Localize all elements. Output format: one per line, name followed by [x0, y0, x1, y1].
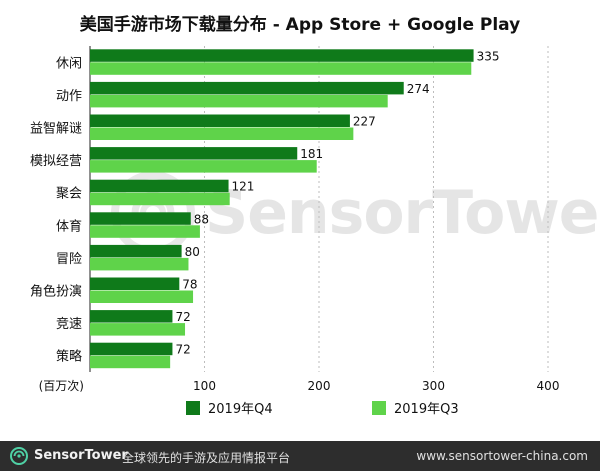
bar-q4: [90, 147, 298, 160]
data-label: 181: [300, 147, 323, 161]
sensortower-logo-icon: [10, 447, 28, 465]
data-label: 335: [477, 49, 500, 63]
legend-item-q3: 2019年Q3: [372, 398, 459, 417]
category-label: 休闲: [56, 56, 82, 71]
data-label: 88: [194, 212, 209, 226]
legend-label-q4: 2019年Q4: [208, 402, 273, 417]
data-label: 227: [353, 115, 376, 129]
category-label: 策略: [56, 349, 82, 365]
x-tick-label: 300: [422, 379, 445, 393]
x-tick-label: 200: [308, 379, 331, 393]
category-label: 冒险: [56, 252, 82, 267]
legend-label-q3: 2019年Q3: [394, 402, 459, 417]
category-label: 体育: [56, 218, 82, 234]
category-label: 角色扮演: [30, 284, 82, 300]
footer-brand: SensorTower: [34, 448, 128, 463]
bar-q3: [90, 160, 317, 173]
bar-q4: [90, 310, 173, 323]
bar-q3: [90, 323, 186, 336]
legend-swatch-q4: [186, 400, 200, 415]
footer-url[interactable]: www.sensortower-china.com: [416, 449, 588, 463]
x-tick-label: 400: [537, 379, 560, 393]
x-axis-unit-label: (百万次): [39, 379, 84, 393]
data-label: 72: [175, 310, 190, 324]
bar-q4: [90, 212, 191, 225]
bar-q3: [90, 127, 354, 140]
bar-q3: [90, 225, 200, 238]
category-label: 益智解谜: [30, 122, 82, 137]
bar-q3: [90, 62, 472, 75]
bar-q3: [90, 290, 194, 303]
bar-q4: [90, 81, 404, 95]
category-label: 动作: [56, 89, 82, 104]
category-label: 模拟经营: [30, 154, 82, 169]
footer-bar: SensorTower 全球领先的手游及应用情报平台 www.sensortow…: [0, 441, 600, 471]
bar-chart: 休闲 335 动作 274 益智解谜 227 模拟经营 181 聚会 121 体育 88 冒险 80 角色扮…: [30, 46, 560, 393]
bar-q4: [90, 179, 229, 193]
data-label: 78: [182, 278, 197, 292]
data-label: 72: [175, 343, 190, 357]
footer-tagline: 全球领先的手游及应用情报平台: [122, 451, 291, 465]
bar-q3: [90, 257, 189, 271]
bar-q4: [90, 49, 474, 62]
bar-q4: [90, 244, 182, 258]
bar-q3: [90, 94, 388, 108]
bar-q4: [90, 114, 350, 127]
data-label: 80: [185, 245, 200, 259]
legend-swatch-q3: [372, 400, 386, 415]
bar-q4: [90, 342, 173, 356]
category-label: 聚会: [56, 187, 82, 202]
bar-q3: [90, 355, 171, 369]
x-tick-label: 100: [193, 379, 216, 393]
data-label: 274: [407, 82, 430, 96]
chart-title: 美国手游市场下载量分布 - App Store + Google Play: [79, 15, 521, 35]
category-label: 竞速: [56, 316, 82, 332]
bar-q3: [90, 192, 230, 206]
data-label: 121: [232, 180, 255, 194]
legend: 2019年Q4 2019年Q3: [0, 398, 600, 420]
legend-item-q4: 2019年Q4: [186, 398, 273, 417]
bar-q4: [90, 277, 180, 290]
